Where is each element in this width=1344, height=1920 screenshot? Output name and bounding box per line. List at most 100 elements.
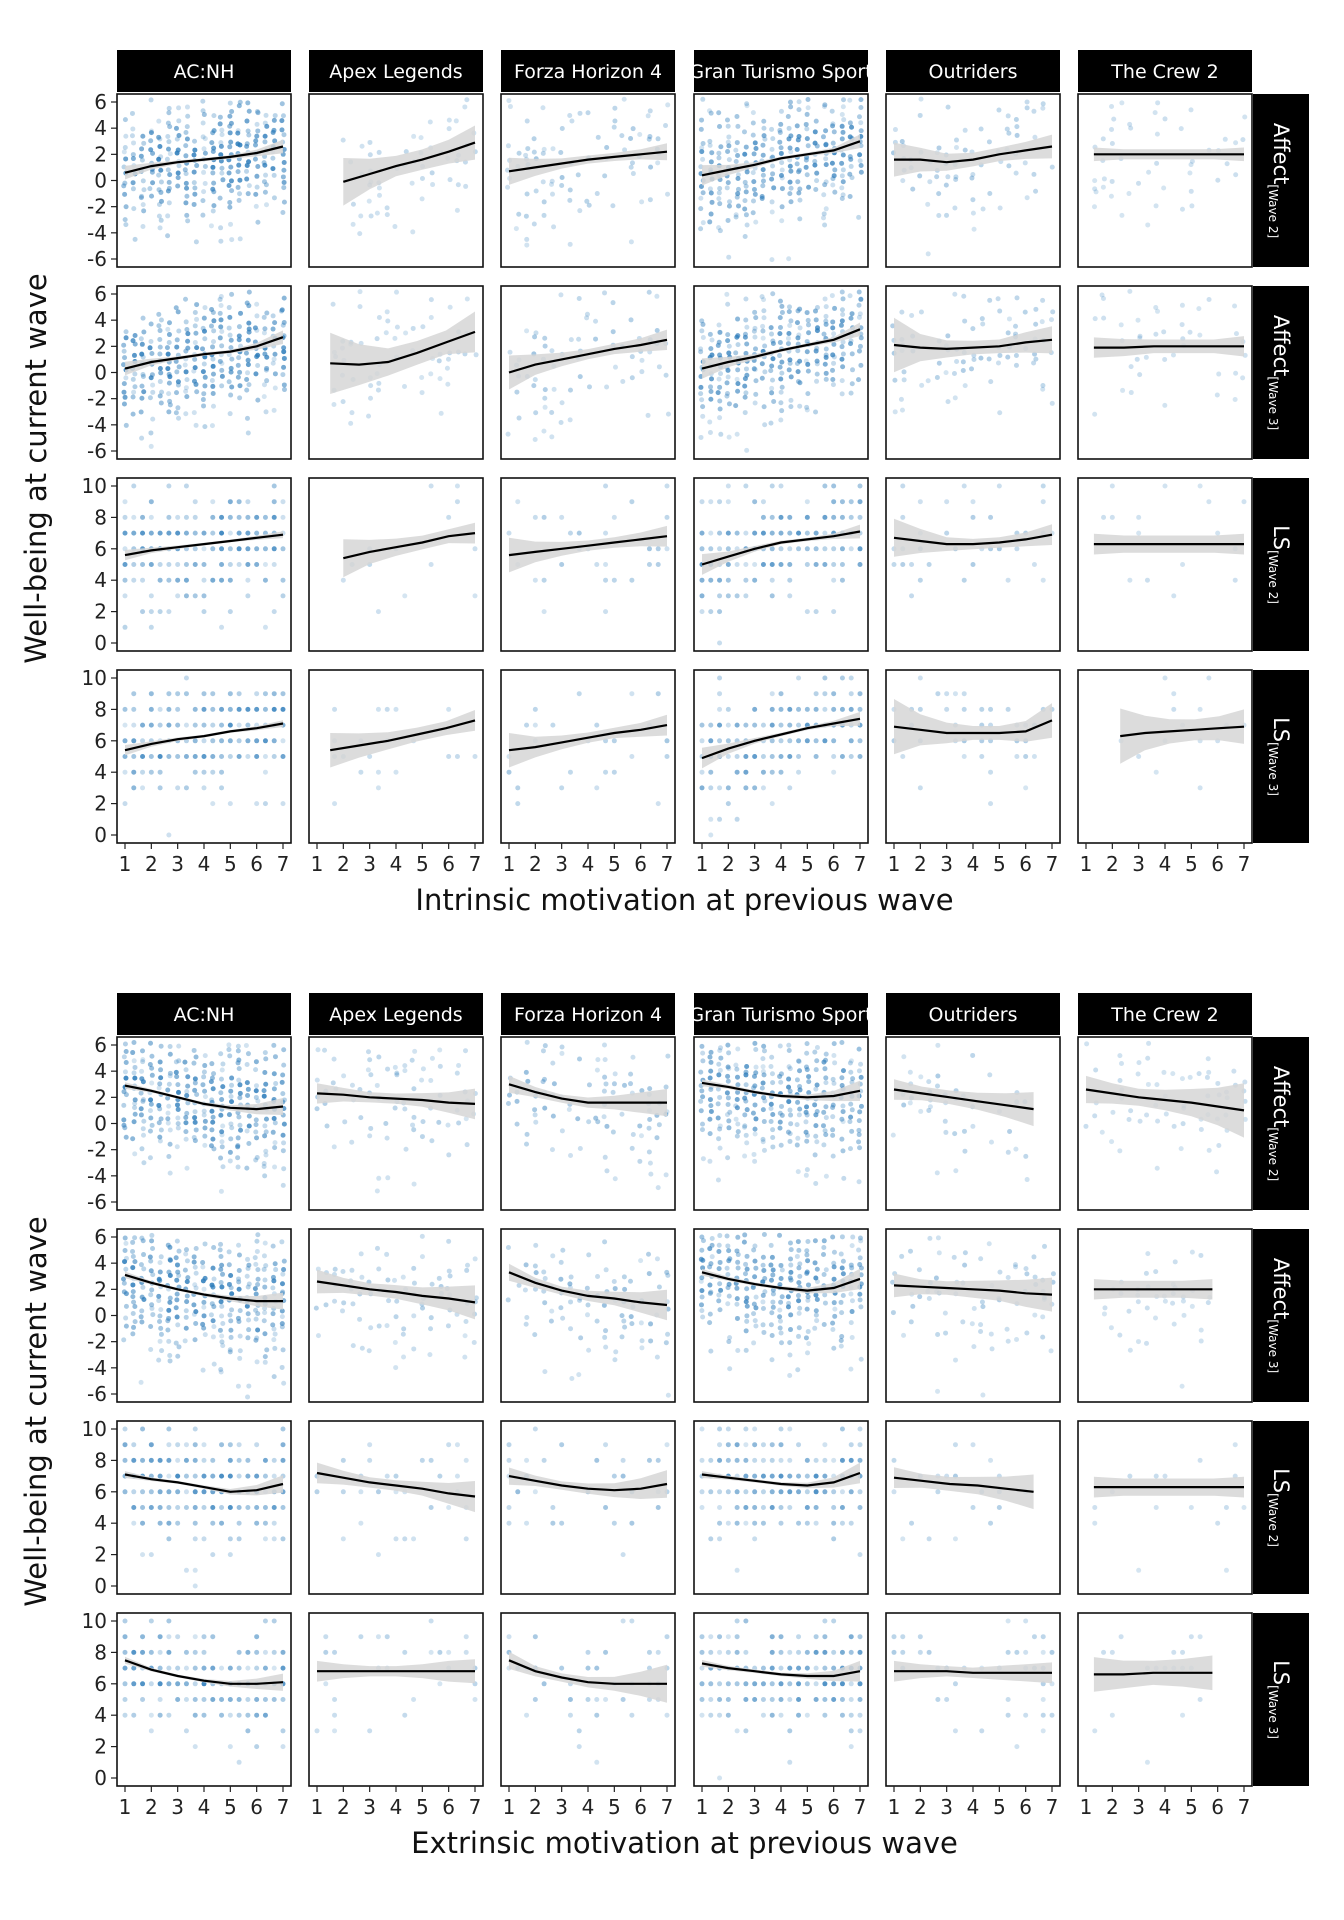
y-tick-label: -6 — [87, 247, 107, 271]
data-point — [601, 1088, 607, 1094]
panel-background — [886, 1229, 1060, 1402]
data-point — [829, 160, 835, 166]
data-point — [735, 1121, 741, 1127]
data-point — [804, 126, 810, 132]
data-point — [611, 124, 617, 130]
data-point — [262, 1618, 268, 1624]
data-point — [839, 123, 845, 129]
column-strip: Forza Horizon 4 — [501, 50, 675, 92]
data-point — [202, 1133, 208, 1139]
data-point — [1231, 1068, 1237, 1074]
data-point — [141, 140, 147, 146]
y-tick-label: -2 — [87, 387, 107, 411]
data-point — [255, 352, 261, 358]
data-point — [1162, 483, 1168, 489]
data-point — [1092, 1520, 1098, 1526]
data-point — [447, 1273, 453, 1279]
data-point — [769, 1505, 775, 1510]
facet-panel — [885, 1420, 1061, 1595]
data-point — [575, 172, 581, 178]
data-point — [646, 1271, 652, 1277]
data-point — [1040, 101, 1046, 107]
data-point — [785, 1304, 791, 1310]
data-point — [245, 100, 251, 106]
data-point — [280, 1744, 286, 1750]
data-point — [759, 1085, 765, 1091]
data-point — [734, 769, 740, 775]
data-point — [532, 1107, 538, 1113]
data-point — [805, 96, 811, 102]
data-point — [891, 1489, 897, 1495]
data-point — [218, 1253, 224, 1259]
data-point — [761, 1043, 767, 1049]
data-point — [157, 785, 163, 791]
data-point — [779, 408, 785, 414]
data-point — [166, 139, 172, 145]
data-point — [165, 326, 171, 332]
facet-panel — [116, 1036, 292, 1211]
data-point — [603, 483, 609, 489]
data-point — [988, 801, 994, 807]
data-point — [183, 1129, 189, 1135]
data-point — [1092, 1505, 1098, 1510]
data-point — [228, 392, 234, 398]
data-point — [506, 1505, 512, 1510]
data-point — [778, 1299, 784, 1305]
data-point — [751, 151, 757, 157]
data-point — [210, 371, 216, 377]
data-point — [665, 1392, 671, 1398]
data-point — [140, 371, 146, 377]
data-point — [208, 1143, 214, 1149]
data-point — [838, 322, 844, 328]
data-point — [192, 738, 198, 744]
panel-background — [886, 286, 1060, 459]
data-point — [848, 738, 854, 744]
data-point — [394, 1070, 400, 1076]
data-point — [717, 1067, 723, 1073]
data-point — [140, 1097, 146, 1103]
data-point — [698, 206, 704, 212]
data-point — [726, 1118, 732, 1124]
data-point — [1050, 309, 1056, 315]
data-point — [699, 328, 705, 334]
data-point — [340, 577, 346, 583]
data-point — [778, 108, 784, 114]
data-point — [654, 328, 660, 334]
data-point — [559, 1128, 565, 1134]
x-tick-label: 1 — [696, 852, 709, 876]
smooth-trend-line — [508, 724, 668, 752]
data-point — [149, 1232, 155, 1238]
data-point — [150, 382, 156, 388]
data-point — [743, 1442, 749, 1448]
data-point — [601, 1042, 607, 1048]
data-point — [700, 1265, 706, 1271]
data-point — [254, 301, 260, 307]
data-point — [777, 1043, 783, 1049]
data-point — [612, 364, 618, 370]
data-point — [805, 1294, 811, 1300]
data-point — [366, 1049, 372, 1055]
panel-border — [500, 1420, 676, 1595]
data-point — [1117, 1148, 1123, 1154]
data-point — [725, 301, 731, 307]
data-point — [229, 1291, 235, 1297]
data-point — [700, 156, 706, 162]
data-point — [158, 370, 164, 376]
data-point — [524, 1039, 530, 1045]
data-point — [708, 1457, 714, 1463]
data-point — [831, 1041, 837, 1047]
data-point — [254, 706, 260, 712]
data-point — [778, 1071, 784, 1077]
data-point — [157, 1260, 163, 1266]
data-point — [821, 331, 827, 337]
data-point — [717, 1681, 723, 1687]
data-point — [908, 1319, 914, 1325]
data-point — [787, 1131, 793, 1137]
data-point — [175, 785, 181, 791]
data-point — [857, 1489, 863, 1495]
data-point — [131, 352, 137, 358]
confidence-band — [125, 1656, 283, 1691]
data-point — [235, 128, 241, 134]
data-point — [586, 1119, 592, 1125]
data-point — [849, 124, 855, 130]
